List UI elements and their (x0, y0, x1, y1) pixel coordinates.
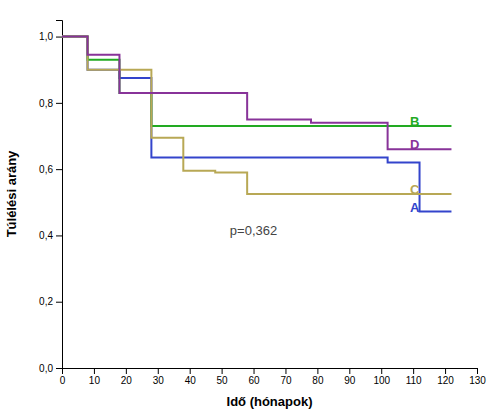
lines (62, 37, 451, 212)
x-tick: 0 (60, 368, 66, 386)
series-line (62, 37, 451, 212)
x-tick-label: 100 (373, 375, 390, 386)
x-tick-mark (222, 368, 223, 374)
x-axis-line (63, 369, 478, 375)
annotation: p=0,362 (230, 223, 277, 238)
y-tick-label: 0,0 (39, 363, 53, 374)
x-tick: 10 (89, 368, 101, 386)
x-tick: 40 (185, 368, 197, 386)
x-tick: 70 (280, 368, 292, 386)
x-tick: 90 (344, 368, 356, 386)
x-tick-mark (413, 368, 414, 374)
y-tick: 0,4 (39, 230, 62, 241)
y-axis-line (56, 21, 63, 369)
y-tick: 0,8 (39, 98, 62, 109)
x-tick-label: 0 (60, 375, 66, 386)
x-tick: 50 (217, 368, 229, 386)
y-axis-title: Túlélési arány (4, 150, 19, 237)
y-tick-mark (56, 169, 62, 170)
x-tick: 100 (373, 368, 390, 386)
y-tick-label: 0,2 (39, 296, 53, 307)
x-tick-label: 70 (280, 375, 292, 386)
x-tick: 20 (121, 368, 133, 386)
x-tick-mark (126, 368, 127, 374)
x-tick-mark (317, 368, 318, 374)
x-tick-label: 120 (437, 375, 454, 386)
x-tick: 110 (406, 368, 422, 386)
y-tick-label: 1,0 (39, 31, 53, 42)
x-tick-label: 80 (312, 375, 324, 386)
x-tick-mark (254, 368, 255, 374)
x-tick-mark (94, 368, 95, 374)
y-tick-mark (56, 302, 62, 303)
y-tick: 0,6 (39, 164, 62, 175)
y-tick: 1,0 (39, 31, 62, 42)
x-tick-label: 50 (217, 375, 229, 386)
chart: 0 10 20 30 40 50 60 70 80 90 100 110 120 130 0,0 0,2 0,4… (0, 0, 499, 418)
x-tick: 80 (312, 368, 324, 386)
x-tick-mark (445, 368, 446, 374)
y-tick-label: 0,8 (39, 98, 53, 109)
y-tick-label: 0,4 (39, 230, 53, 241)
x-tick-mark (190, 368, 191, 374)
x-tick: 120 (437, 368, 454, 386)
x-tick-label: 110 (406, 375, 422, 386)
x-tick-mark (349, 368, 350, 374)
y-tick-label: 0,6 (39, 164, 53, 175)
x-axis-title: Idő (hónapok) (227, 394, 313, 409)
x-tick-label: 10 (89, 375, 101, 386)
x-tick: 30 (153, 368, 165, 386)
annotations: BD CAp=0,362 (230, 114, 420, 238)
x-tick-mark (285, 368, 286, 374)
y-tick-mark (56, 103, 62, 104)
plot: 0 10 20 30 40 50 60 70 80 90 100 110 120 130 0,0 0,2 0,4… (39, 21, 486, 387)
x-tick: 130 (469, 368, 486, 386)
y-tick-mark (56, 368, 62, 369)
x-axis: 0 10 20 30 40 50 60 70 80 90 100 110 120 130 (60, 368, 487, 386)
x-tick-mark (158, 368, 159, 374)
x-tick-mark (381, 368, 382, 374)
x-tick: 60 (248, 368, 260, 386)
curve-label: D (410, 137, 419, 152)
x-tick-label: 60 (248, 375, 260, 386)
series-line (62, 37, 451, 150)
curve-label: C (410, 182, 420, 197)
x-tick-label: 90 (344, 375, 356, 386)
curve-label: B (410, 114, 419, 129)
x-tick-label: 20 (121, 375, 133, 386)
y-tick-mark (56, 37, 62, 38)
y-axis: 0,0 0,2 0,4 0,6 0,8 1,0 (39, 21, 62, 374)
x-tick-mark (477, 368, 478, 374)
y-tick-mark (56, 235, 62, 236)
x-tick-label: 30 (153, 375, 165, 386)
y-tick: 0,2 (39, 296, 62, 307)
x-tick-label: 40 (185, 375, 197, 386)
series-line (62, 37, 451, 194)
curve-label: A (410, 200, 420, 215)
x-tick-label: 130 (469, 375, 486, 386)
y-tick: 0,0 (39, 363, 62, 374)
